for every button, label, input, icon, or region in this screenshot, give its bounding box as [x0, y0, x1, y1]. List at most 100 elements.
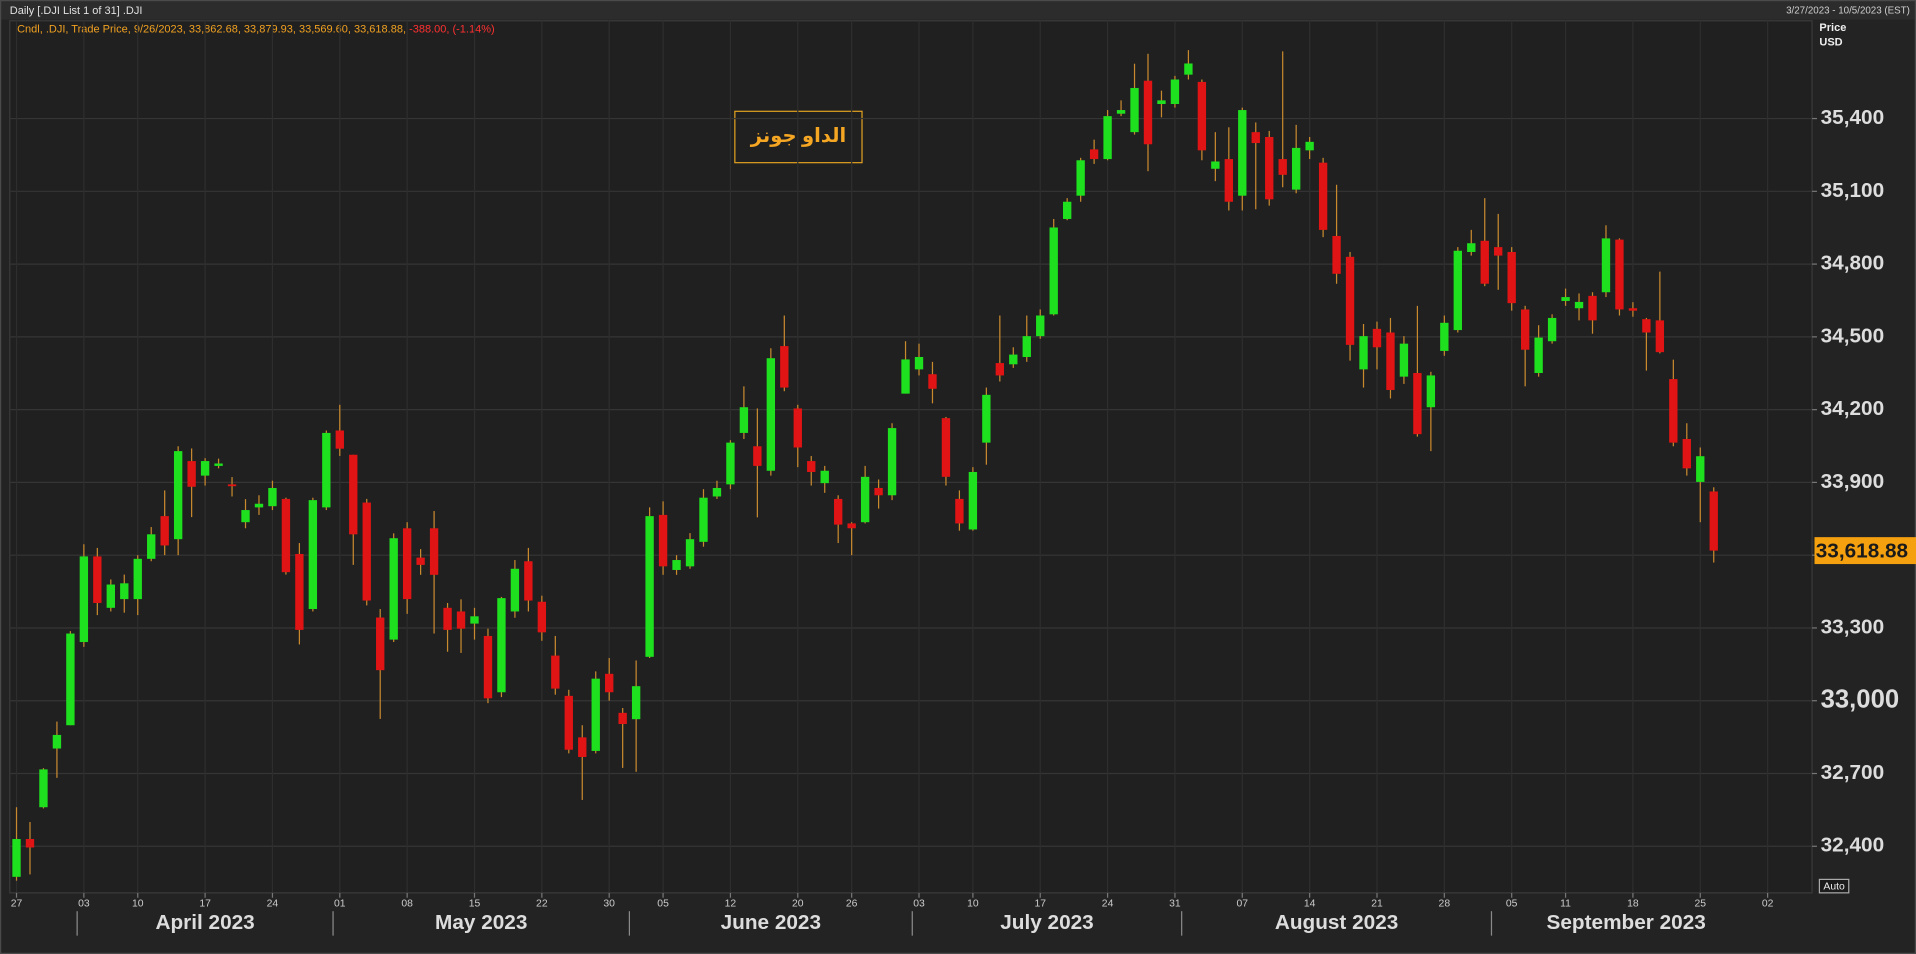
candle-body — [1197, 81, 1207, 151]
candle-body — [1386, 332, 1395, 390]
candle-body — [605, 673, 614, 693]
x-tick-label: 07 — [1237, 899, 1249, 910]
candle-body — [1413, 373, 1422, 435]
candle-body — [1345, 256, 1355, 345]
x-tick-label: 10 — [132, 899, 144, 910]
candle-body — [1143, 80, 1153, 145]
candle-body — [914, 356, 924, 370]
candle-body — [1561, 297, 1570, 301]
candle-body — [1036, 315, 1045, 337]
candle-body — [847, 523, 856, 529]
candle-body — [200, 461, 210, 476]
candle-body — [1238, 110, 1247, 196]
candle-body — [618, 712, 627, 725]
candle-body — [780, 346, 789, 388]
candle-body — [295, 553, 304, 630]
candle-body — [1170, 79, 1180, 104]
candle-body — [241, 510, 250, 523]
month-label: May 2023 — [435, 911, 527, 934]
candle-body — [1601, 238, 1611, 293]
x-tick-label: 10 — [967, 899, 979, 910]
x-tick-label: 03 — [78, 899, 90, 910]
candle-body — [712, 487, 722, 497]
candle-body — [1009, 354, 1018, 365]
candle-body — [1184, 63, 1193, 75]
x-tick-label: 17 — [1034, 899, 1046, 910]
candle-body — [564, 695, 573, 750]
candle-body — [1426, 375, 1436, 408]
month-label: June 2023 — [721, 911, 821, 934]
y-tick-label: 32,400 — [1821, 834, 1885, 857]
candle-body — [1089, 149, 1099, 160]
y-tick-label: 35,100 — [1821, 179, 1885, 202]
candle-body — [537, 601, 547, 633]
candle-body — [160, 516, 169, 546]
candle-body — [1628, 308, 1638, 311]
candle-body — [1372, 328, 1382, 348]
candle-body — [1696, 456, 1705, 482]
candle-body — [1399, 343, 1409, 377]
candle-body — [1278, 159, 1287, 175]
candle-body — [685, 539, 695, 567]
x-tick-label: 11 — [1560, 899, 1571, 910]
candle-body — [362, 502, 371, 601]
x-tick-label: 31 — [1169, 899, 1181, 910]
y-axis-unit: USD — [1819, 37, 1842, 49]
candle-body — [1615, 239, 1624, 310]
candle-body — [1642, 319, 1651, 333]
candle-body — [1103, 116, 1112, 160]
candle-body — [389, 538, 398, 640]
candle-body — [1130, 87, 1139, 133]
candle-body — [1022, 336, 1031, 357]
scale-button[interactable] — [1818, 878, 1850, 894]
candle-body — [510, 568, 520, 612]
candle-body — [995, 363, 1005, 376]
candle-body — [1305, 141, 1314, 151]
candle-body — [173, 451, 183, 540]
x-tick-label: 24 — [267, 899, 279, 910]
candle-body — [322, 432, 331, 508]
candle-body — [591, 678, 600, 751]
x-tick-label: 26 — [846, 899, 858, 910]
x-tick-label: 27 — [11, 899, 23, 910]
chart-title: Daily [.DJI List 1 of 31] .DJI — [10, 5, 143, 17]
candle-body — [941, 418, 951, 477]
y-tick-label: 35,400 — [1821, 106, 1885, 129]
candle-body — [106, 584, 115, 608]
candle-body — [793, 408, 802, 448]
candle-body — [66, 633, 75, 726]
candle-body — [820, 470, 829, 484]
scale-button-label[interactable]: Auto — [1823, 881, 1845, 892]
candle-body — [955, 498, 964, 524]
x-tick-label: 05 — [1506, 899, 1518, 910]
candle-body — [982, 394, 991, 443]
candle-body — [1480, 240, 1489, 284]
month-label: April 2023 — [155, 911, 254, 934]
x-tick-label: 21 — [1371, 899, 1383, 910]
candle-body — [402, 528, 412, 600]
y-tick-label: 32,700 — [1821, 761, 1885, 784]
candle-body — [308, 500, 318, 610]
x-tick-label: 28 — [1439, 899, 1451, 910]
candle-body — [551, 655, 560, 689]
x-tick-label: 18 — [1627, 899, 1639, 910]
legend: Cndl, .DJI, Trade Price, 9/26/2023, 33,8… — [17, 23, 495, 35]
candle-body — [456, 611, 466, 629]
candle-body — [120, 583, 129, 600]
x-tick-label: 24 — [1102, 899, 1114, 910]
candle-body — [39, 769, 48, 808]
x-tick-label: 05 — [657, 899, 669, 910]
x-tick-label: 14 — [1304, 899, 1316, 910]
candle-body — [887, 428, 897, 496]
candle-body — [524, 561, 533, 601]
candle-body — [1709, 491, 1718, 551]
candle-body — [12, 838, 21, 877]
x-tick-label: 22 — [536, 899, 548, 910]
candle-body — [874, 487, 883, 496]
candle-body — [1116, 110, 1126, 114]
candle-body — [443, 607, 452, 630]
candle-body — [376, 617, 385, 671]
